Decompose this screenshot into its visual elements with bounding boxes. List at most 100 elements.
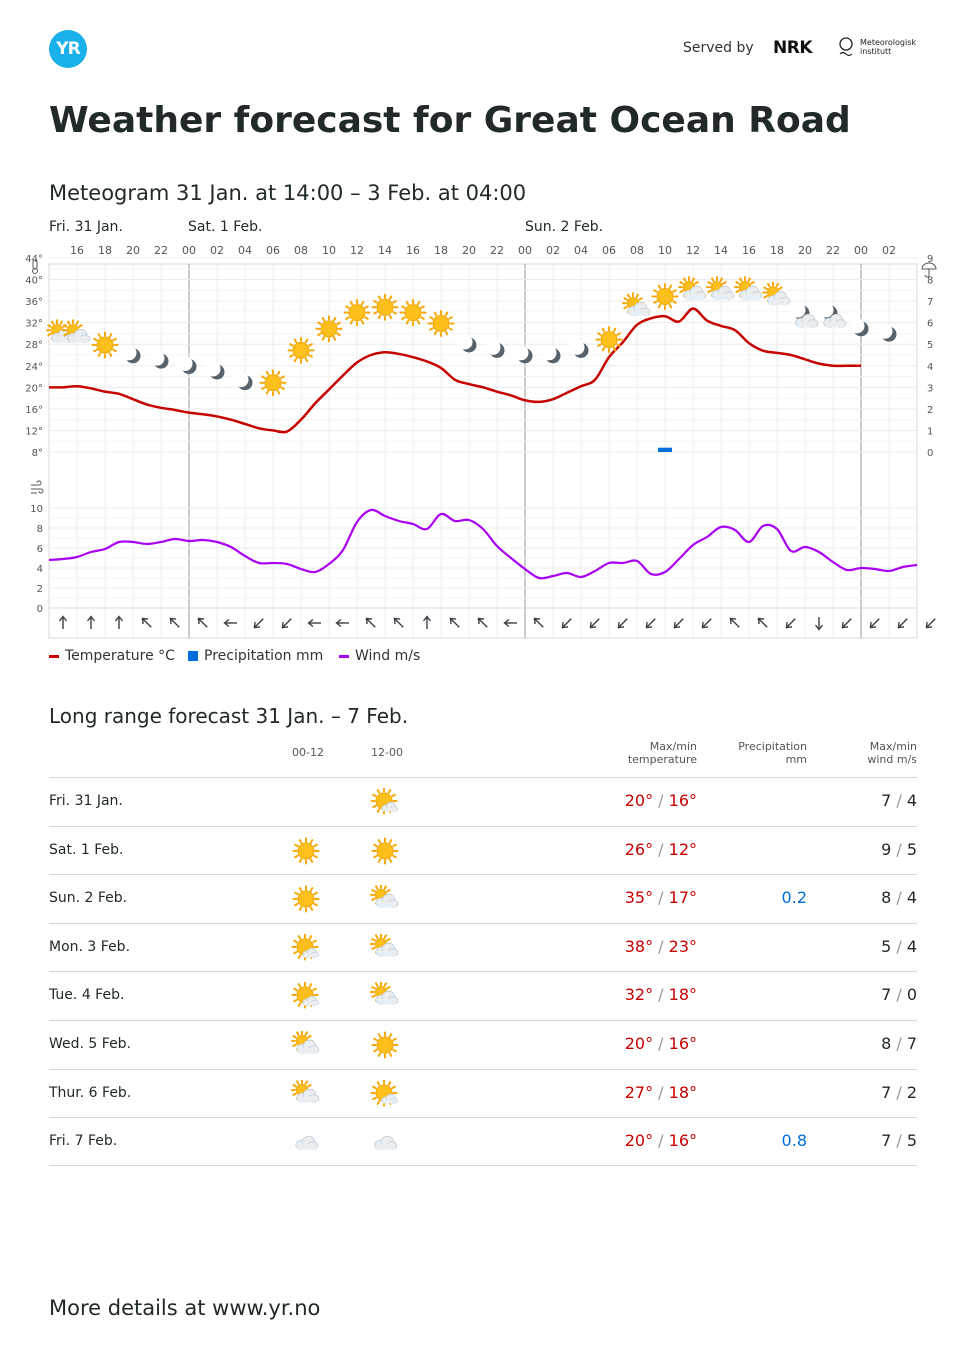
hour-tick-label: 18 [98,244,112,257]
wind-direction-arrow-icon [785,618,796,629]
hour-tick-label: 16 [406,244,420,257]
hour-tick-label: 02 [210,244,224,257]
wind-direction-arrow-icon [422,615,432,629]
long-range-title: Long range forecast 31 Jan. – 7 Feb. [49,704,409,728]
cloud-icon [295,1135,319,1150]
temperature-tick-label: 8° [32,448,43,459]
sun-icon [371,837,399,865]
wind-direction-arrow-icon [86,615,96,629]
row-wind: 8 / 7 [881,1034,917,1053]
wind-direction-arrow-icon [814,617,824,631]
wind-direction-arrow-icon [617,618,628,629]
partly-cloudy-icon [291,1031,320,1054]
more-details-link[interactable]: More details at www.yr.no [49,1296,321,1320]
wind-direction-arrow-icon [925,618,936,629]
wind-direction-arrow-icon [533,617,544,628]
legend-temperature-label: Temperature °C [65,648,175,664]
table-row[interactable]: Sat. 1 Feb. 26° / 12° 9 / 5 [49,825,917,875]
row-max-temp: 32° [624,985,654,1005]
wind-direction-arrow-icon [253,618,264,629]
hour-tick-label: 12 [686,244,700,257]
precipitation-tick-label: 4 [927,362,933,373]
row-day: Wed. 5 Feb. [49,1036,132,1052]
long-range-header: 00-12 12-00 Max/min temperature Precipit… [49,740,917,776]
legend-temperature: Temperature °C [49,648,175,664]
moon-icon [457,334,477,353]
met-line2: institutt [860,47,892,56]
table-row[interactable]: Thur. 6 Feb. 27° / 18° 7 / 2 [49,1068,917,1118]
day-label: Sat. 1 Feb. [188,219,262,235]
hour-tick-label: 18 [434,244,448,257]
hour-tick-label: 10 [658,244,672,257]
hour-tick-label: 10 [322,244,336,257]
yr-logo[interactable]: YR [49,30,87,68]
hour-tick-label: 08 [630,244,644,257]
hour-tick-label: 02 [882,244,896,257]
temperature-tick-label: 32° [25,319,43,330]
row-wind-max: 7 [881,791,892,810]
table-row[interactable]: Fri. 31 Jan. 20° / 16° 7 / 4 [49,777,917,826]
partly-sunny-icon [291,982,319,1009]
wind-line [48,508,918,580]
row-wind-max: 8 [881,1034,892,1053]
row-max-temp: 20° [624,791,654,810]
row-min-temp: 23° [668,936,697,956]
temperature-tick-label: 40° [25,276,43,287]
temperature-tick-label: 24° [25,362,43,373]
wind-tick-label: 2 [37,584,43,595]
wind-direction-arrow-icon [393,617,404,628]
row-wind: 5 / 4 [881,937,917,956]
partly-sunny-icon [370,788,398,815]
row-temperature: 20° / 16° [625,1131,697,1150]
row-min-temp: 16° [668,1034,697,1053]
wind-tick-label: 8 [37,524,43,535]
partly-cloudy-day-icon [706,276,735,300]
row-wind-min: 4 [906,936,917,956]
wind-direction-arrow-icon [449,617,460,628]
header-temp-line2: temperature [627,753,697,766]
row-wind-max: 7 [881,1131,892,1151]
wind-direction-arrow-icon [561,618,572,629]
table-row[interactable]: Wed. 5 Feb. 20° / 16° 8 / 7 [49,1020,917,1069]
row-wind-min: 2 [906,1082,917,1102]
temp-separator: / [653,791,669,810]
met-line1: Meteorologisk [860,38,917,47]
wind-separator: / [891,1082,907,1102]
precipitation-tick-label: 2 [927,405,933,416]
wind-direction-arrow-icon [365,617,376,628]
met-institute-logo[interactable]: Meteorologisk institutt [860,38,916,56]
moon-icon [233,372,253,391]
thermometer-icon [32,259,38,274]
table-row[interactable]: Fri. 7 Feb. 20° / 16° 0.8 7 / 5 [49,1117,917,1166]
header-day: 12-00 [371,746,403,759]
moon-icon [541,345,561,364]
table-row[interactable]: Mon. 3 Feb. 38° / 23° 5 / 4 [49,922,917,972]
hour-tick-label: 14 [378,244,392,257]
wind-direction-arrow-icon [841,618,852,629]
sun-icon [343,299,371,327]
nrk-logo[interactable]: NRK [773,38,813,58]
table-row[interactable]: Tue. 4 Feb. 32° / 18° 7 / 0 [49,971,917,1020]
moon-icon [177,356,197,375]
wind-direction-arrow-icon [897,618,908,629]
header-wind-line2: wind m/s [867,753,917,766]
row-precipitation: 0.2 [781,888,807,908]
wind-separator: / [891,1131,907,1151]
sun-icon [292,837,320,865]
table-row[interactable]: Sun. 2 Feb. 35° / 17° 0.2 8 / 4 [49,874,917,923]
row-day: Thur. 6 Feb. [49,1084,132,1101]
meteogram-chart: Fri. 31 Jan. Sat. 1 Feb. Sun. 2 Feb. 16 18 2… [25,219,937,639]
moon-icon [849,318,869,337]
legend-precipitation-label: Precipitation mm [204,648,324,664]
wind-separator: / [891,936,907,956]
met-institute-icon [839,37,853,57]
row-temperature: 26° / 12° [625,840,697,859]
sun-icon [292,885,320,913]
row-wind: 7 / 5 [881,1131,917,1150]
row-wind-min: 4 [906,888,917,908]
wind-tick-label: 6 [37,544,43,555]
row-temperature: 20° / 16° [625,1034,697,1053]
partly-cloudy-icon [370,933,399,957]
header-temperature: Max/min temperature [628,740,697,766]
wind-separator: / [891,985,907,1005]
